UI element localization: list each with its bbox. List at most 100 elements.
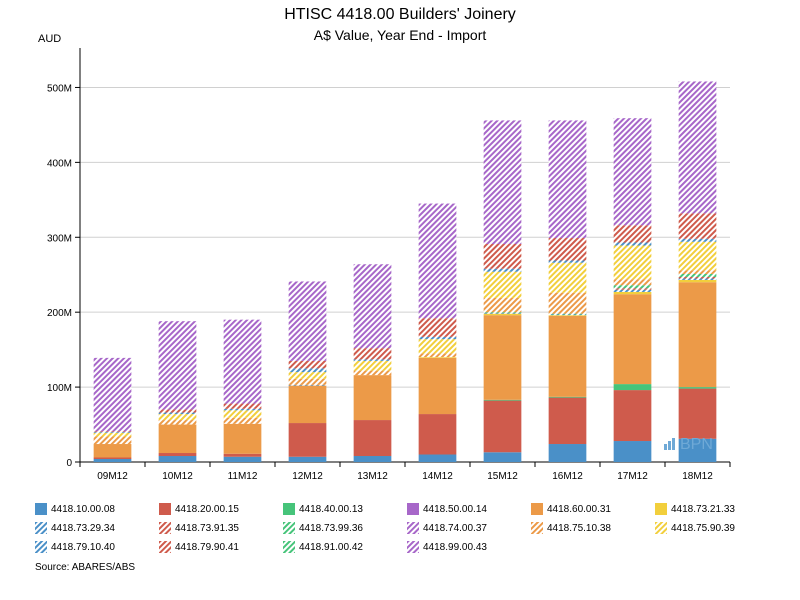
legend-swatch xyxy=(531,522,543,534)
bar-segment xyxy=(548,262,587,293)
legend-item: 4418.20.00.15 xyxy=(159,503,239,515)
bar-segment xyxy=(418,414,457,455)
legend-swatch xyxy=(35,522,47,534)
legend-item: 4418.74.00.37 xyxy=(407,522,487,534)
bar-segment xyxy=(158,424,197,454)
bar-segment xyxy=(483,399,522,401)
legend-item: 4418.79.90.41 xyxy=(159,541,239,553)
legend-label: 4418.79.10.40 xyxy=(51,541,115,553)
legend-item: 4418.75.90.39 xyxy=(655,522,735,534)
bar-segment xyxy=(93,457,132,460)
bar-segment xyxy=(483,271,522,298)
bar-segment xyxy=(418,353,457,358)
bar-segment xyxy=(158,414,197,421)
legend-swatch xyxy=(35,503,47,515)
bar-segment xyxy=(678,278,717,280)
bar-segment xyxy=(353,456,392,462)
bar-segment xyxy=(548,315,587,397)
bar-segment xyxy=(418,339,457,354)
bar-segment xyxy=(613,294,652,385)
x-tick-label: 09M12 xyxy=(97,471,128,482)
x-tick-label: 16M12 xyxy=(552,471,583,482)
bar-segment xyxy=(678,276,717,279)
legend-item: 4418.40.00.13 xyxy=(283,503,363,515)
legend-item: 4418.91.00.42 xyxy=(283,541,363,553)
bar-segment xyxy=(678,270,717,274)
bar-segment xyxy=(288,360,327,369)
legend-item: 4418.73.29.34 xyxy=(35,522,115,534)
bar-segment xyxy=(418,318,457,337)
bar-segment xyxy=(483,244,522,269)
bar-segment xyxy=(288,385,327,424)
source-note: Source: ABARES/ABS xyxy=(35,562,136,573)
bar-segment xyxy=(223,403,262,409)
bar-segment xyxy=(93,459,132,462)
x-tick-label: 18M12 xyxy=(682,471,713,482)
bar-segment xyxy=(483,452,522,462)
bar-segment xyxy=(288,281,327,361)
bar-segment xyxy=(678,81,717,214)
bar-segment xyxy=(223,456,262,462)
bar-segment xyxy=(548,120,587,239)
bar-segment xyxy=(678,279,717,283)
chart-subtitle: A$ Value, Year End - Import xyxy=(313,27,487,43)
bar-segment xyxy=(223,417,262,424)
y-tick-label: 400M xyxy=(47,158,72,169)
bar-segment xyxy=(613,285,652,289)
y-tick-label: 100M xyxy=(47,383,72,394)
bar-segment xyxy=(418,357,457,415)
legend-item: 4418.99.00.43 xyxy=(407,541,487,553)
legend-item: 4418.73.91.35 xyxy=(159,522,239,534)
chart-title: HTISC 4418.00 Builders' Joinery xyxy=(284,6,516,23)
bar-segment xyxy=(483,312,522,313)
bar-segment xyxy=(353,375,392,421)
x-tick-label: 14M12 xyxy=(422,471,453,482)
legend-swatch xyxy=(159,503,171,515)
bar-segment xyxy=(613,289,652,292)
bpn-logo: BPN xyxy=(664,436,713,454)
bar-segment xyxy=(353,420,392,457)
legend-item: 4418.73.21.33 xyxy=(655,503,735,515)
bar-segment xyxy=(678,438,717,462)
bar-segment xyxy=(158,412,197,415)
bar-segment xyxy=(548,444,587,462)
bar-segment xyxy=(158,453,197,457)
legend-swatch xyxy=(407,503,419,515)
legend-label: 4418.73.21.33 xyxy=(671,503,735,515)
legend-label: 4418.73.29.34 xyxy=(51,522,115,534)
bar-segment xyxy=(678,238,717,242)
bar-segment xyxy=(613,279,652,286)
legend-item: 4418.10.00.08 xyxy=(35,503,115,515)
bar-segment xyxy=(483,120,522,245)
x-tick-label: 11M12 xyxy=(228,471,258,482)
bar-segment xyxy=(93,357,132,432)
bar-segment xyxy=(613,384,652,391)
bar-segment xyxy=(158,456,197,462)
x-tick-label: 17M12 xyxy=(617,471,648,482)
bar-segment xyxy=(548,260,587,263)
bar-segment xyxy=(288,384,327,386)
bar-segment xyxy=(418,357,457,358)
legend-label: 4418.75.10.38 xyxy=(547,522,611,534)
bar-segment xyxy=(613,291,652,295)
legend-swatch xyxy=(531,503,543,515)
legend-item: 4418.60.00.31 xyxy=(531,503,611,515)
bar-segment xyxy=(613,441,652,462)
bar-segment xyxy=(93,432,132,437)
bar-segment xyxy=(353,264,392,349)
legend-label: 4418.99.00.43 xyxy=(423,541,487,553)
legend-swatch xyxy=(407,522,419,534)
bar-segment xyxy=(548,314,587,316)
legend-item: 4418.75.10.38 xyxy=(531,522,611,534)
legend-item: 4418.50.00.14 xyxy=(407,503,487,515)
bar-segment xyxy=(353,370,392,376)
bar-segment xyxy=(678,388,717,439)
bar-segment xyxy=(223,410,262,418)
bar-segment xyxy=(223,423,262,454)
legend-label: 4418.79.90.41 xyxy=(175,541,239,553)
legend-label: 4418.73.91.35 xyxy=(175,522,239,534)
y-tick-label: 200M xyxy=(47,308,72,319)
y-tick-label: 300M xyxy=(47,233,72,244)
bar-segment xyxy=(548,397,587,445)
bar-segment xyxy=(483,268,522,272)
